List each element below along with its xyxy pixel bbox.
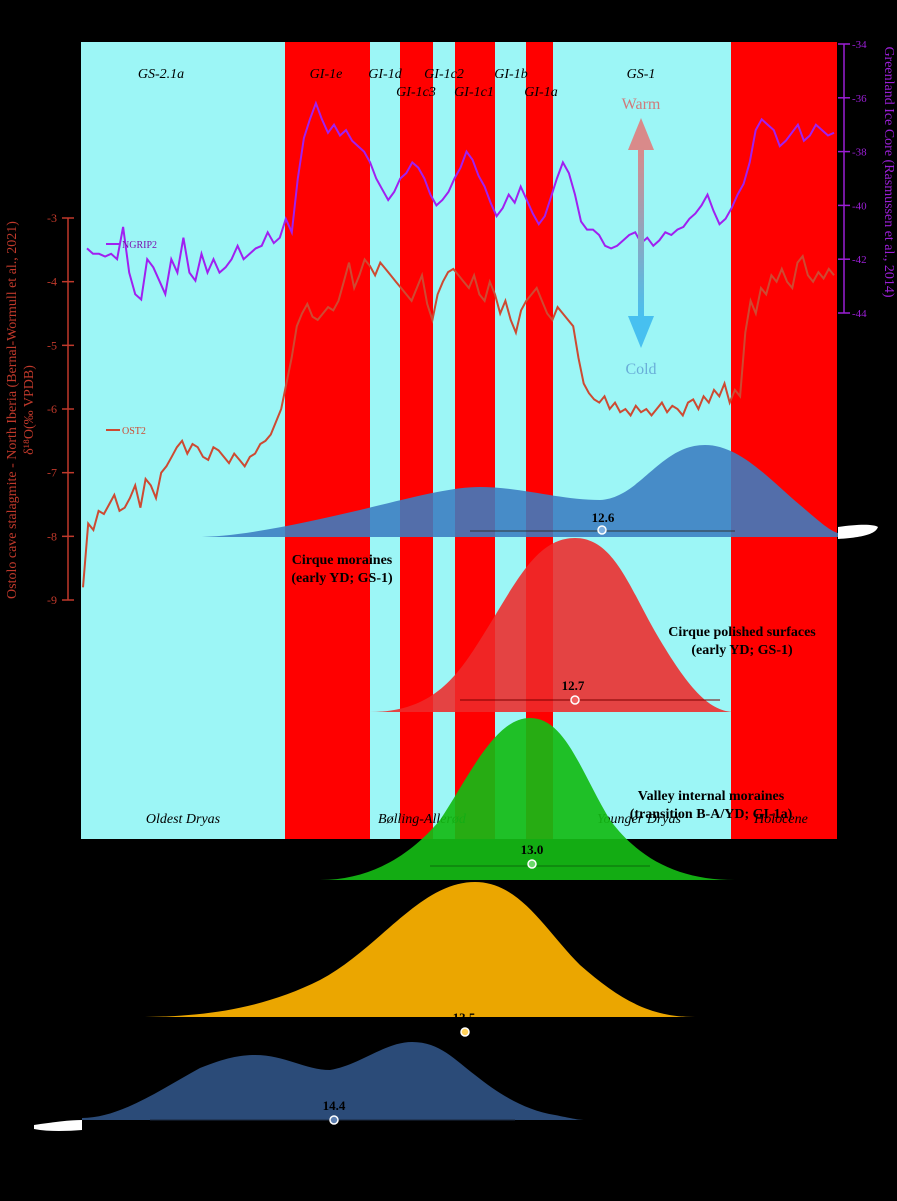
stage-label-gi-1c3: GI-1c3	[396, 85, 436, 100]
dist-label-valley-polished-2: (early B-A; GI-1e)	[571, 1102, 681, 1117]
value-label-valley-polished: 14.4	[323, 1098, 346, 1113]
right-axis-title-line1: Greenland Ice Core (Rasmussen et al., 20…	[881, 46, 896, 297]
dist-label-cirque-polished-2: (early YD; GS-1)	[691, 643, 793, 658]
arrow-down-head	[628, 316, 654, 348]
dist-label-valley-polished-1: Valley polished surfaces	[555, 1084, 698, 1099]
left-axis-tick-label: -7	[47, 466, 57, 480]
right-axis-tick-label: -36	[852, 93, 867, 105]
left-axis-tick-label: -4	[47, 275, 57, 289]
end-cap-right	[838, 524, 878, 539]
dist-label-cirque-moraines-1: Cirque moraines	[292, 553, 393, 568]
series-line-ost2	[82, 254, 835, 588]
stage-label-gi-1c2: GI-1c2	[424, 67, 464, 82]
value-label-cirque-polished: 12.7	[562, 678, 585, 693]
left-axis-title-line1: Ostolo cave stalagmite - North Iberia (B…	[5, 221, 20, 599]
stage-label-gi-1c1: GI-1c1	[454, 85, 494, 100]
left-axis-tick-label: -3	[47, 211, 57, 225]
band-gi-1c3	[400, 42, 433, 839]
stage-label-gi-1d: GI-1d	[368, 67, 402, 82]
right-axis-title-line2: δ¹⁸O(‰)	[865, 117, 880, 163]
legend-label-ost2: OST2	[122, 426, 146, 437]
period-label-oldest-dryas: Oldest Dryas	[146, 812, 221, 827]
series-line-ngrip2	[86, 100, 835, 302]
dist-label-cirque-moraines-2: (early YD; GS-1)	[291, 571, 393, 586]
marker-valley-polished	[329, 1115, 339, 1125]
value-label-valley-external: 13.5	[453, 1010, 476, 1025]
legend-label-ngrip2: NGRIP2	[122, 240, 157, 251]
right-axis-tick-label: -44	[852, 308, 867, 320]
marker-cirque-polished	[570, 695, 580, 705]
stage-label-gi-1a: GI-1a	[524, 85, 557, 100]
stage-label-gi-1e: GI-1e	[310, 67, 343, 82]
left-axis-tick-label: -5	[47, 338, 57, 352]
distribution-cirque-moraines	[195, 445, 838, 537]
stage-label-gi-1b: GI-1b	[494, 67, 527, 82]
distribution-valley-external	[135, 882, 695, 1017]
marker-cirque-moraines	[597, 525, 607, 535]
age-distributions: 12.6 12.7 13.0 13.5 14.4 Cirque moraines…	[34, 445, 878, 1131]
distribution-valley-polished	[82, 1042, 585, 1120]
cold-label: Cold	[625, 361, 656, 378]
warm-label: Warm	[622, 96, 661, 113]
warm-cold-arrow: Warm Cold	[622, 96, 661, 378]
stage-labels: GS-2.1a GI-1e GI-1d GI-1c3 GI-1c2 GI-1c1…	[138, 67, 656, 100]
left-axis-tick-label: -9	[47, 593, 57, 607]
right-axis-tick-label: -42	[852, 254, 867, 266]
left-axis: -3 -4 -5 -6 -7 -8 -9	[47, 211, 74, 607]
end-cap-left	[34, 1120, 82, 1131]
dist-label-valley-internal-2: (transition B-A/YD; GI-1a)	[630, 807, 793, 822]
dist-label-cirque-polished-1: Cirque polished surfaces	[668, 625, 816, 640]
arrow-up-head	[628, 118, 654, 150]
arrow-shaft	[638, 148, 644, 318]
distribution-valley-internal	[320, 718, 735, 880]
marker-valley-external	[460, 1027, 470, 1037]
marker-valley-internal	[527, 859, 537, 869]
right-axis-tick-label: -34	[852, 39, 867, 51]
left-axis-tick-label: -6	[47, 402, 57, 416]
stage-label-gs-2-1a: GS-2.1a	[138, 67, 184, 82]
left-axis-title-line2: δ¹⁸O(‰ VPDB)	[22, 365, 37, 455]
series-lines	[82, 100, 835, 588]
band-holocene	[731, 42, 837, 839]
band-gi-1e	[285, 42, 370, 839]
period-label-holocene: Holocene	[753, 812, 808, 827]
right-axis-tick-label: -40	[852, 200, 867, 212]
value-label-cirque-moraines: 12.6	[592, 510, 615, 525]
right-axis: -34 -36 -38 -40 -42 -44	[838, 39, 867, 320]
left-axis-tick-label: -8	[47, 529, 57, 543]
dist-label-valley-external-2: (middle B-A; GI-1c)	[639, 978, 760, 993]
right-axis-tick-label: -38	[852, 147, 867, 159]
value-label-valley-internal: 13.0	[521, 842, 544, 857]
band-gi-1c1	[455, 42, 495, 839]
dist-label-valley-external-1: Valley external moraines	[625, 960, 774, 975]
period-label-younger-dryas: Younger Dryas	[597, 812, 681, 827]
distribution-cirque-polished	[370, 538, 735, 712]
dist-label-valley-internal-1: Valley internal moraines	[638, 789, 785, 804]
stage-label-gs-1: GS-1	[627, 67, 656, 82]
